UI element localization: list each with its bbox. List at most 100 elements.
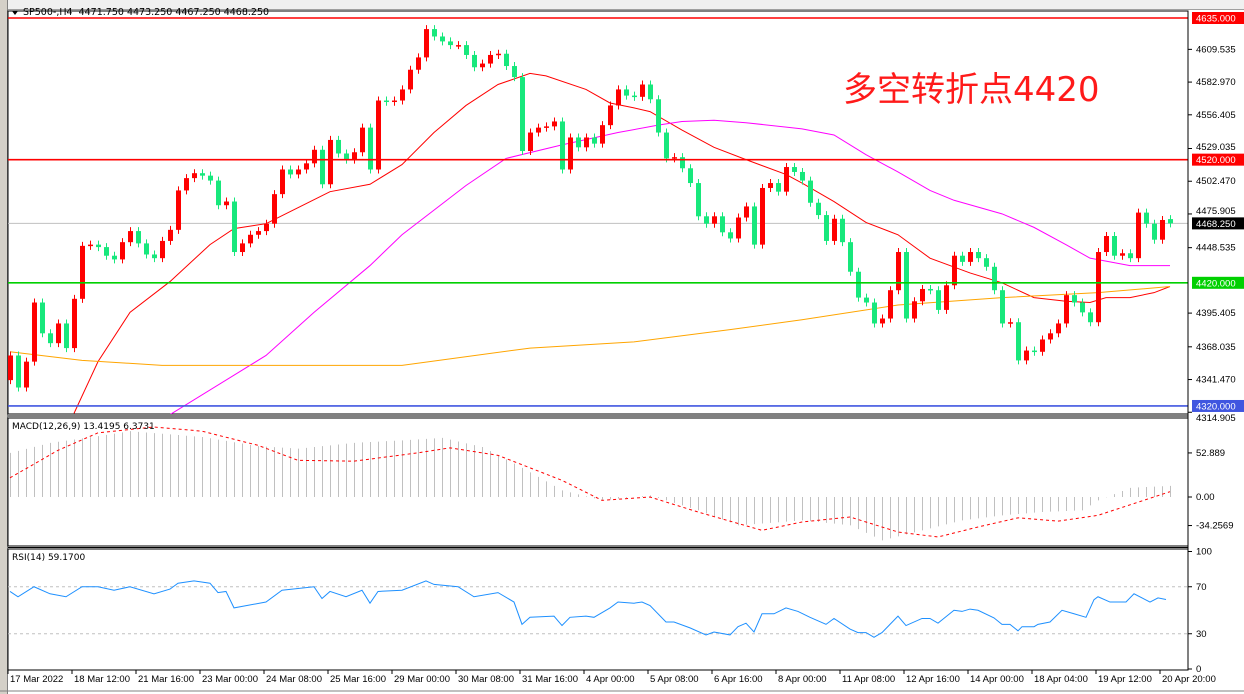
candle-body — [984, 258, 989, 267]
candle-body — [768, 183, 773, 188]
candle-body — [616, 89, 621, 106]
candle-body — [792, 167, 797, 172]
time-tick-label: 25 Mar 16:00 — [330, 674, 386, 685]
candle-body — [440, 36, 445, 42]
candle-body — [728, 232, 733, 239]
price-tick-label: 4529.035 — [1196, 142, 1236, 153]
candle-body — [96, 244, 101, 248]
candle-body — [32, 302, 37, 362]
candle-body — [48, 333, 53, 344]
price-tick-label: 4502.470 — [1196, 176, 1236, 187]
candle-body — [600, 125, 605, 144]
rsi-tick-label: 70 — [1196, 582, 1207, 593]
macd-panel — [7, 417, 1189, 547]
price-tick-label: 4395.405 — [1196, 308, 1236, 319]
candle-body — [352, 152, 357, 160]
candle-body — [840, 218, 845, 243]
price-tick-label: 4368.035 — [1196, 342, 1236, 353]
candle-body — [1104, 236, 1109, 253]
candle-body — [752, 206, 757, 245]
ma-slow-line — [9, 286, 1171, 366]
candle-body — [128, 231, 133, 243]
price-tick-label: 4556.405 — [1196, 110, 1236, 121]
price-tag-label: 4520.000 — [1196, 155, 1236, 166]
candle-body — [776, 183, 781, 192]
macd-signal-line — [9, 426, 1171, 538]
candle-body — [960, 255, 965, 262]
rsi-line — [9, 580, 1167, 638]
candle-body — [504, 53, 509, 67]
candle-body — [224, 201, 229, 206]
price-tag-bg — [1192, 217, 1244, 230]
price-panel — [7, 10, 1189, 415]
candle-body — [448, 41, 453, 46]
bar-low: 4467.250 — [175, 7, 221, 18]
candle-body — [512, 66, 517, 78]
candle-body — [432, 29, 437, 37]
time-tick-label: 17 Mar 2022 — [10, 674, 63, 685]
candle-body — [640, 84, 645, 97]
candle-body — [480, 63, 485, 68]
candle-body — [976, 252, 981, 259]
candle-body — [1064, 295, 1069, 324]
candle-body — [608, 105, 613, 126]
ma-mid-line — [170, 119, 1170, 414]
candle-body — [152, 254, 157, 259]
candle-body — [136, 231, 141, 244]
candle-body — [784, 167, 789, 192]
macd-tick-label: -34.2569 — [1196, 521, 1234, 532]
candle-body — [808, 180, 813, 203]
candle-body — [344, 153, 349, 160]
macd-tick-label: 0.00 — [1196, 492, 1215, 503]
candle-body — [288, 169, 293, 175]
candle-body — [400, 89, 405, 101]
ma-fast-line — [73, 72, 1171, 414]
candle-body — [680, 157, 685, 169]
candle-body — [584, 137, 589, 148]
macd-tick-label: 52.889 — [1196, 448, 1225, 459]
candle-body — [568, 137, 573, 170]
candle-body — [944, 285, 949, 310]
candle-body — [1128, 253, 1133, 259]
time-tick-label: 30 Mar 08:00 — [458, 674, 514, 685]
candle-body — [248, 234, 253, 244]
candle-body — [336, 139, 341, 154]
candle-body — [592, 137, 597, 144]
time-tick-label: 20 Apr 20:00 — [1162, 674, 1216, 685]
candle-body — [328, 139, 333, 185]
dropdown-triangle-icon[interactable] — [12, 10, 18, 15]
candle-body — [936, 290, 941, 310]
candle-body — [24, 361, 29, 388]
time-tick-label: 5 Apr 08:00 — [650, 674, 699, 685]
candle-body — [256, 231, 261, 235]
candle-body — [1056, 323, 1061, 334]
candle-body — [1168, 219, 1173, 224]
price-tag-label: 4635.000 — [1196, 14, 1236, 25]
candle-body — [264, 223, 269, 232]
bar-close: 4468.250 — [223, 7, 270, 18]
candle-body — [8, 355, 13, 381]
candle-body — [376, 100, 381, 170]
rsi-tick-label: 0 — [1196, 664, 1201, 675]
candle-body — [632, 95, 637, 98]
candle-body — [16, 355, 21, 388]
candle-body — [1016, 322, 1021, 361]
time-tick-label: 19 Apr 12:00 — [1098, 674, 1152, 685]
candle-body — [104, 247, 109, 256]
candle-body — [528, 132, 533, 152]
candle-body — [1096, 252, 1101, 323]
time-tick-label: 6 Apr 16:00 — [714, 674, 763, 685]
candle-body — [1000, 290, 1005, 324]
price-tag-bg — [1192, 399, 1244, 412]
candle-body — [312, 149, 317, 164]
time-tick-label: 29 Mar 00:00 — [394, 674, 450, 685]
symbol-timeframe: SP500-,H4 — [23, 7, 73, 18]
candle-body — [88, 244, 93, 247]
time-tick-label: 18 Apr 04:00 — [1034, 674, 1088, 685]
candle-body — [672, 157, 677, 159]
candle-body — [72, 298, 77, 349]
candle-body — [576, 137, 581, 148]
candle-body — [408, 69, 413, 90]
candle-body — [1080, 302, 1085, 313]
